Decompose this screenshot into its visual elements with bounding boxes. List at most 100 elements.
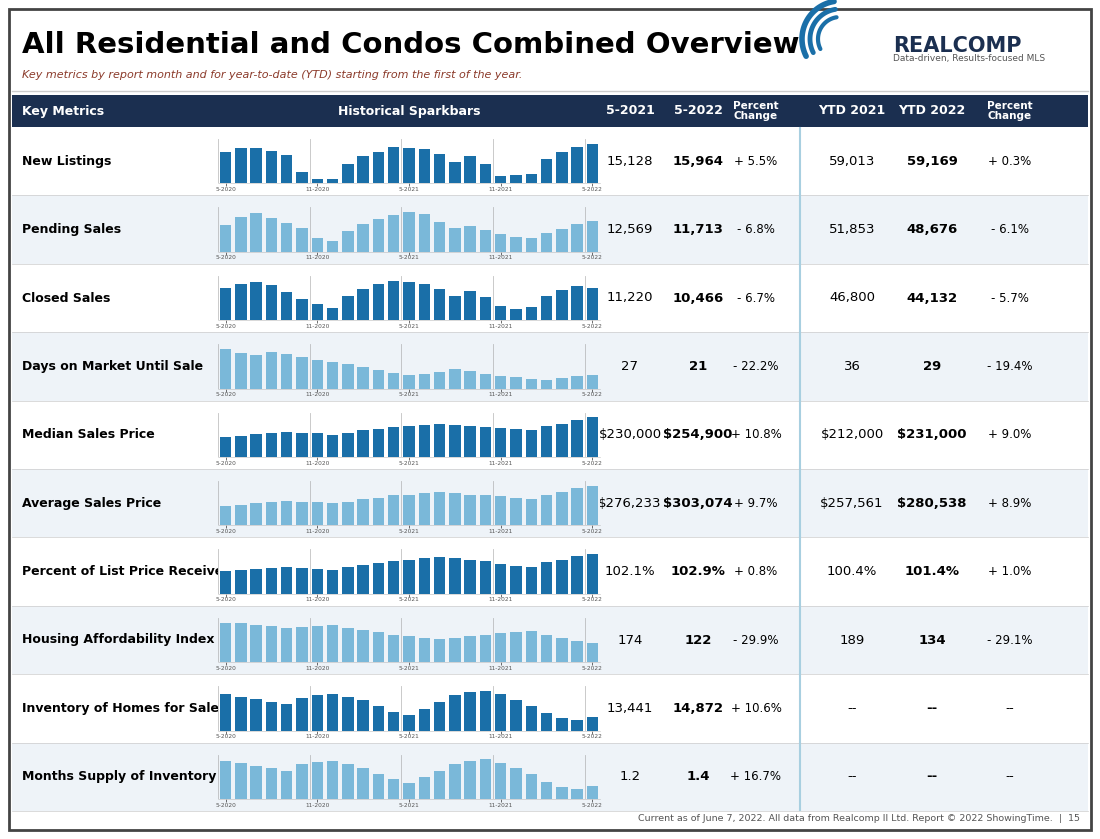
Text: --: -- [926,770,937,784]
Bar [327,435,339,457]
Text: 11,220: 11,220 [607,291,653,305]
Bar [449,638,461,662]
Bar [526,567,537,594]
Bar [541,494,552,525]
Bar [235,353,246,388]
Text: + 10.8%: + 10.8% [730,428,781,441]
Bar [571,286,583,320]
Bar [266,701,277,731]
Bar [266,568,277,594]
Bar [557,424,568,457]
Bar [388,280,399,320]
Text: + 0.3%: + 0.3% [989,154,1032,168]
Text: $212,000: $212,000 [821,428,883,441]
Text: 102.1%: 102.1% [605,565,656,578]
Bar [235,696,246,731]
Bar [404,148,415,184]
Bar [388,215,399,252]
Text: Change: Change [734,111,778,121]
Bar [388,634,399,662]
Text: $230,000: $230,000 [598,428,661,441]
Bar [480,561,491,594]
Bar [251,213,262,252]
Bar [311,569,323,594]
Text: --: -- [926,702,937,715]
Bar [311,238,323,252]
Bar [296,357,308,388]
Bar [404,560,415,594]
Bar [12,675,1088,743]
Text: New Listings: New Listings [22,154,111,168]
Bar [12,95,1088,127]
Bar [418,638,430,662]
Bar [342,295,353,320]
Bar [541,425,552,457]
Bar [557,560,568,594]
Bar [12,127,1088,195]
Bar [358,700,368,731]
Text: $257,561: $257,561 [821,497,883,510]
Bar [358,156,368,184]
Text: Change: Change [988,111,1032,121]
Bar [541,296,552,320]
Bar [373,370,384,388]
Text: - 5.7%: - 5.7% [991,291,1028,305]
Bar [510,700,521,731]
Bar [358,289,368,320]
Bar [251,355,262,388]
Bar [296,172,308,184]
Bar [526,774,537,799]
Bar [280,354,293,388]
Bar [571,376,583,388]
Bar [510,565,521,594]
Text: REALCOMP: REALCOMP [893,36,1022,56]
Text: 174: 174 [617,633,642,647]
Bar [311,503,323,525]
Bar [235,570,246,594]
Text: 100.4%: 100.4% [827,565,877,578]
Text: 51,853: 51,853 [828,223,876,236]
Text: + 10.6%: + 10.6% [730,702,781,715]
Text: Data-driven, Results-focused MLS: Data-driven, Results-focused MLS [893,54,1045,63]
Text: $280,538: $280,538 [898,497,967,510]
Bar [449,696,461,731]
Bar [296,228,308,252]
Text: --: -- [847,702,857,715]
Bar [480,374,491,388]
Bar [571,488,583,525]
Bar [251,148,262,184]
Bar [342,696,353,731]
Text: - 29.1%: - 29.1% [988,633,1033,647]
Bar [388,147,399,184]
Bar [404,212,415,252]
Bar [235,505,246,525]
Bar [280,567,293,594]
Text: Months Supply of Inventory: Months Supply of Inventory [22,770,217,784]
Bar [280,771,293,799]
Bar [296,502,308,525]
Text: 46,800: 46,800 [829,291,874,305]
Text: 59,013: 59,013 [828,154,876,168]
Bar [464,226,476,252]
Bar [220,437,231,457]
Bar [280,155,293,184]
Text: 59,169: 59,169 [906,154,957,168]
Bar [449,369,461,388]
Bar [220,571,231,594]
Bar [404,783,415,799]
Bar [526,238,537,252]
Bar [12,606,1088,675]
Bar [342,364,353,388]
Text: All Residential and Condos Combined Overview: All Residential and Condos Combined Over… [22,31,800,59]
Bar [404,636,415,662]
Text: 48,676: 48,676 [906,223,958,236]
Text: Percent of List Price Received: Percent of List Price Received [22,565,232,578]
Bar [388,427,399,457]
Bar [266,434,277,457]
Bar [342,433,353,457]
Text: $254,900: $254,900 [663,428,733,441]
Bar [433,702,446,731]
Bar [418,559,430,594]
Bar [449,764,461,799]
Bar [266,626,277,662]
